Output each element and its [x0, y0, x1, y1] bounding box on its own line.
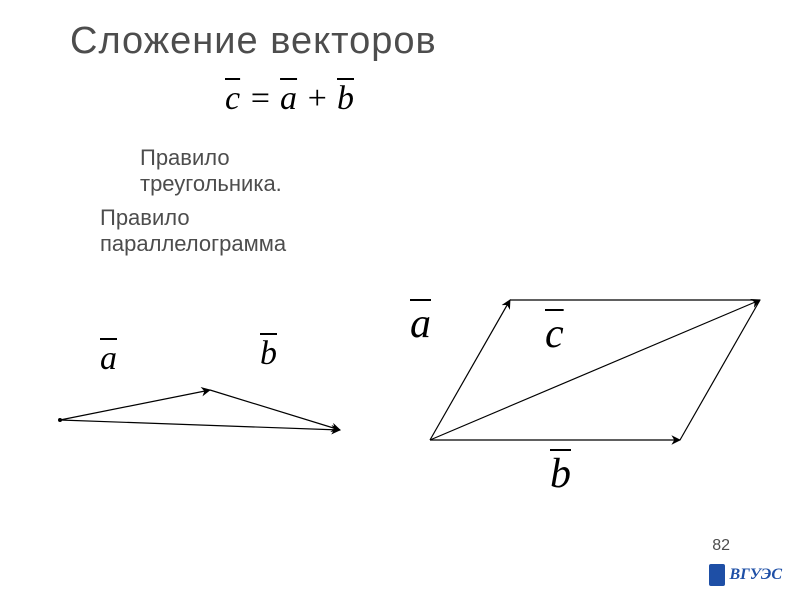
parallelogram-diagram	[420, 280, 780, 470]
triangle-origin-dot	[58, 418, 62, 422]
triangle-vector-c	[60, 420, 340, 430]
rule-parallelogram: Правило параллелограмма	[100, 205, 286, 258]
eq-b: b	[337, 80, 354, 117]
triangle-label-b-text: b	[260, 335, 277, 372]
rule-triangle-line2: треугольника.	[140, 171, 282, 196]
parallelogram-label-c: c	[545, 310, 564, 358]
parallelogram-side-right	[680, 300, 760, 440]
rule-triangle-line1: Правило	[140, 145, 230, 170]
triangle-diagram	[50, 330, 360, 460]
university-logo: ВГУЭС	[709, 564, 782, 586]
logo-text: ВГУЭС	[729, 566, 782, 584]
triangle-label-a: a	[100, 340, 117, 378]
slide-title: Сложение векторов	[70, 20, 437, 63]
page-number: 82	[712, 537, 730, 555]
vector-equation: c = a + b	[225, 80, 354, 118]
rule-triangle: Правило треугольника.	[140, 145, 282, 198]
parallelogram-label-b-text: b	[550, 451, 571, 497]
eq-c: c	[225, 80, 240, 117]
parallelogram-label-a-text: a	[410, 301, 431, 347]
triangle-vector-b	[210, 390, 340, 430]
parallelogram-vector-a	[430, 300, 510, 440]
parallelogram-label-c-text: c	[545, 311, 564, 357]
triangle-label-a-text: a	[100, 340, 117, 377]
parallelogram-label-b: b	[550, 450, 571, 498]
eq-plus: +	[297, 80, 337, 117]
parallelogram-label-a: a	[410, 300, 431, 348]
eq-a: a	[280, 80, 297, 117]
rule-parallelogram-line2: параллелограмма	[100, 231, 286, 256]
eq-equals: =	[240, 80, 280, 117]
parallelogram-vector-c	[430, 300, 760, 440]
logo-emblem-icon	[709, 564, 725, 586]
triangle-label-b: b	[260, 335, 277, 373]
rule-parallelogram-line1: Правило	[100, 205, 190, 230]
triangle-vector-a	[60, 390, 210, 420]
